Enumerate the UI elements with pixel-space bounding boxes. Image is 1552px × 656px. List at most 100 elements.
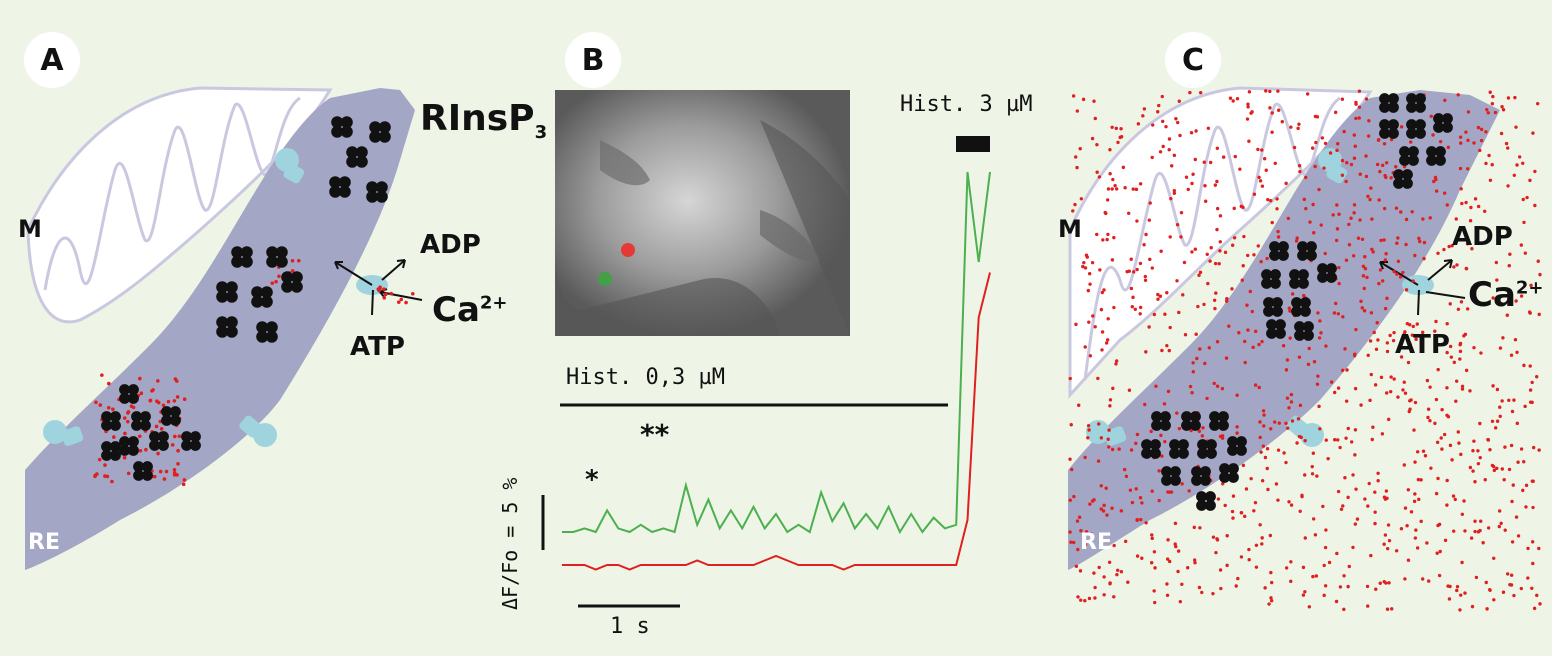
calcium-dot	[1387, 581, 1391, 585]
calcium-dot	[1534, 375, 1539, 379]
label-adp-c: ADP	[1452, 222, 1513, 252]
calcium-dot	[1382, 495, 1387, 499]
calcium-dot	[1415, 322, 1419, 326]
calcium-dot	[1138, 496, 1143, 500]
calcium-dot	[1531, 505, 1535, 510]
calcium-dot	[1342, 129, 1346, 134]
calcium-dot	[1476, 461, 1481, 466]
calcium-dot	[270, 281, 275, 285]
calcium-dot	[1396, 236, 1400, 240]
calcium-dot	[1385, 496, 1389, 500]
calcium-dot	[1363, 255, 1367, 259]
calcium-dot	[1372, 330, 1376, 335]
label-re-c: RE	[1080, 530, 1112, 555]
calcium-dot	[1426, 415, 1430, 420]
calcium-dot	[1458, 141, 1463, 145]
calcium-dot	[1334, 238, 1339, 243]
calcium-dot	[1108, 148, 1112, 152]
star-double: **	[640, 418, 670, 451]
calcium-dot	[1378, 581, 1382, 585]
calcium-dot	[1233, 154, 1237, 159]
receptor-icon	[130, 410, 152, 432]
calcium-dot	[1261, 444, 1266, 448]
calcium-dot	[1448, 302, 1452, 306]
calcium-dot	[1104, 211, 1108, 216]
calcium-dot	[1148, 257, 1152, 262]
calcium-dot	[1254, 543, 1259, 547]
calcium-dot	[1343, 347, 1347, 351]
calcium-dot	[1197, 429, 1202, 433]
calcium-dot	[296, 258, 301, 263]
calcium-dot	[1465, 167, 1470, 171]
calcium-dot	[1218, 568, 1223, 572]
calcium-dot	[1090, 136, 1095, 141]
calcium-dot	[1354, 487, 1358, 491]
calcium-dot	[1213, 261, 1218, 266]
calcium-dot	[1457, 441, 1461, 445]
calcium-dot	[1086, 288, 1091, 293]
calcium-dot	[1522, 460, 1526, 464]
calcium-dot	[1530, 380, 1534, 385]
calcium-dot	[1531, 445, 1536, 450]
calcium-dot	[1354, 327, 1358, 332]
calcium-dot	[1092, 571, 1096, 575]
calcium-dot	[1081, 97, 1086, 102]
calcium-dot	[1392, 269, 1396, 274]
calcium-dot	[1235, 97, 1240, 101]
calcium-dot	[1147, 325, 1151, 329]
receptor-icon	[1180, 410, 1202, 432]
calcium-dot	[1340, 97, 1345, 101]
calcium-dot	[1353, 386, 1358, 391]
calcium-dot	[1303, 473, 1307, 477]
calcium-dot	[1074, 564, 1079, 568]
calcium-dot	[1448, 344, 1453, 349]
calcium-dot	[1197, 273, 1201, 277]
calcium-dot	[156, 379, 160, 383]
calcium-dot	[1263, 455, 1268, 460]
receptor-icon	[365, 180, 389, 204]
calcium-dot	[1336, 312, 1341, 316]
calcium-dot	[1227, 324, 1231, 328]
calcium-dot	[1295, 441, 1299, 445]
calcium-dot	[1482, 209, 1487, 214]
calcium-dot	[1328, 151, 1333, 155]
calcium-dot	[1377, 198, 1381, 202]
arrow-icon	[1379, 259, 1466, 316]
calcium-dot	[1507, 264, 1511, 268]
calcium-dot	[1215, 340, 1220, 344]
calcium-dot	[170, 443, 175, 447]
calcium-dot	[1396, 259, 1401, 264]
calcium-dot	[148, 398, 153, 403]
calcium-dot	[1474, 285, 1479, 290]
calcium-dot	[1521, 488, 1525, 493]
calcium-dot	[1253, 383, 1258, 387]
calcium-dot	[1260, 184, 1265, 188]
calcium-dot	[1076, 547, 1080, 552]
calcium-dot	[1159, 249, 1163, 253]
calcium-dot	[1394, 549, 1399, 553]
calcium-dot	[1074, 155, 1078, 159]
calcium-dot	[1484, 130, 1488, 134]
calcium-dot	[1292, 145, 1297, 150]
calcium-dot	[1391, 338, 1396, 343]
calcium-dot	[1252, 253, 1256, 257]
calcium-dot	[1365, 584, 1370, 589]
calcium-dot	[1506, 146, 1510, 150]
calcium-dot	[1083, 599, 1087, 603]
receptor-icon	[118, 435, 140, 457]
calcium-dot	[383, 292, 388, 297]
calcium-dot	[1399, 125, 1404, 129]
star-single: *	[585, 465, 599, 495]
calcium-dot	[1335, 148, 1339, 153]
calcium-dot	[1468, 389, 1472, 393]
calcium-dot	[1289, 579, 1293, 584]
calcium-dot	[1225, 563, 1229, 568]
calcium-dot	[1186, 566, 1190, 570]
calcium-dot	[1493, 110, 1498, 115]
calcium-dot	[1112, 305, 1116, 310]
calcium-dot	[1288, 336, 1292, 340]
calcium-dot	[1510, 499, 1514, 504]
calcium-dot	[1366, 604, 1370, 608]
calcium-dot	[1531, 131, 1535, 135]
calcium-dot	[1506, 184, 1510, 188]
